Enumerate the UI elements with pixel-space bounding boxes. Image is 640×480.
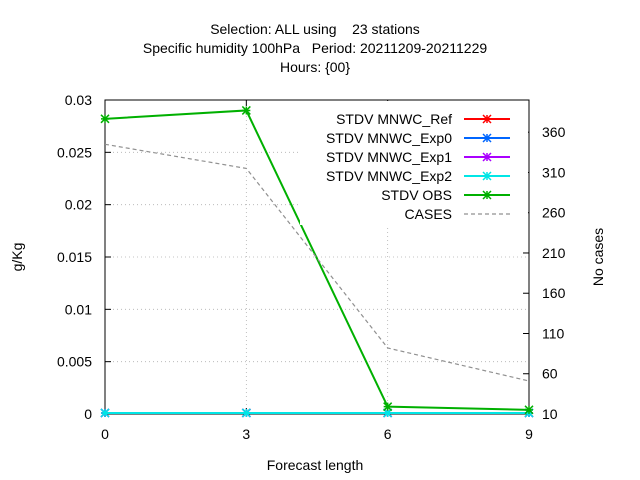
data-point-marker-legend-1	[482, 133, 492, 143]
y-tick-label: 0.005	[57, 354, 92, 370]
y2-tick-label: 160	[542, 285, 566, 301]
data-point-marker-legend-2	[482, 152, 492, 162]
data-point-marker-legend-3	[482, 171, 492, 181]
y2-tick-label: 210	[542, 245, 566, 261]
chart-title-line: Selection: ALL using 23 stations	[210, 21, 420, 37]
y-tick-label: 0.025	[57, 144, 92, 160]
legend-label: CASES	[405, 206, 452, 222]
data-point-marker-legend-0	[482, 114, 492, 124]
chart-title-line: Specific humidity 100hPa Period: 2021120…	[143, 40, 487, 56]
x-axis-label: Forecast length	[267, 457, 364, 473]
y-tick-label: 0.015	[57, 249, 92, 265]
y2-axis-label: No cases	[590, 228, 606, 286]
data-point-marker-3-2	[383, 408, 393, 418]
x-tick-label: 0	[101, 426, 109, 442]
series-line-5	[104, 143, 530, 382]
data-point-marker-4-1	[241, 105, 251, 115]
data-point-marker-4-0	[100, 114, 110, 124]
y-axis-label: g/Kg	[9, 243, 25, 272]
y2-tick-label: 260	[542, 205, 566, 221]
y2-tick-label: 60	[542, 366, 558, 382]
legend-label: STDV OBS	[381, 187, 452, 203]
y2-tick-label: 10	[542, 406, 558, 422]
series-line-4	[104, 109, 530, 411]
x-tick-label: 6	[384, 426, 392, 442]
legend-label: STDV MNWC_Ref	[336, 111, 452, 127]
chart-title-line: Hours: {00}	[280, 59, 350, 75]
y2-tick-label: 110	[542, 325, 565, 341]
y-tick-label: 0.02	[65, 197, 92, 213]
data-point-marker-3-0	[100, 408, 110, 418]
data-point-marker-legend-4	[482, 190, 492, 200]
y-tick-label: 0.03	[65, 92, 92, 108]
data-point-marker-3-1	[241, 408, 251, 418]
y2-tick-label: 360	[542, 124, 566, 140]
x-tick-label: 3	[242, 426, 250, 442]
y-tick-label: 0	[84, 406, 92, 422]
data-point-marker-4-2	[383, 402, 393, 412]
x-tick-label: 9	[525, 426, 533, 442]
y2-tick-label: 310	[542, 164, 566, 180]
legend-label: STDV MNWC_Exp0	[326, 130, 452, 146]
data-point-marker-4-3	[524, 405, 534, 415]
legend-label: STDV MNWC_Exp1	[326, 149, 452, 165]
legend-label: STDV MNWC_Exp2	[326, 168, 452, 184]
y-tick-label: 0.01	[65, 301, 92, 317]
